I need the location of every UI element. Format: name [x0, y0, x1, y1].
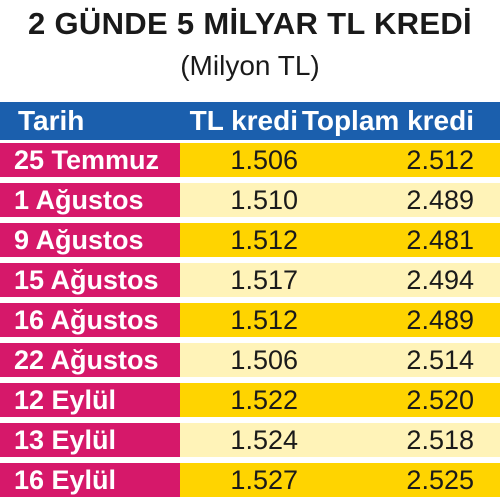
table-row: 16 Eylül 1.527 2.525: [0, 463, 500, 497]
table-row: 15 Ağustos 1.517 2.494: [0, 263, 500, 297]
row-date: 12 Eylül: [0, 383, 180, 417]
row-date: 16 Ağustos: [0, 303, 180, 337]
row-date: 16 Eylül: [0, 463, 180, 497]
table-row: 16 Ağustos 1.512 2.489: [0, 303, 500, 337]
table-row: 9 Ağustos 1.512 2.481: [0, 223, 500, 257]
header-total-credit: Toplam kredi: [301, 105, 474, 136]
table-row: 12 Eylül 1.522 2.520: [0, 383, 500, 417]
table-row: 13 Eylül 1.524 2.518: [0, 423, 500, 457]
row-total-credit: 2.494: [406, 265, 474, 295]
header-tl-credit: TL kredi: [189, 105, 298, 136]
credit-table: Tarih TL kredi Toplam kredi 25 Temmuz 1.…: [0, 102, 500, 503]
row-date: 22 Ağustos: [0, 343, 180, 377]
table-header: Tarih TL kredi Toplam kredi: [0, 102, 500, 140]
row-tl-credit: 1.506: [230, 345, 298, 375]
header-date: Tarih: [18, 105, 85, 136]
chart-title: 2 GÜNDE 5 MİLYAR TL KREDİ: [28, 6, 472, 41]
row-total-credit: 2.481: [406, 225, 474, 255]
row-total-credit: 2.520: [406, 385, 474, 415]
row-tl-credit: 1.517: [230, 265, 298, 295]
row-tl-credit: 1.506: [230, 145, 298, 175]
row-total-credit: 2.512: [406, 145, 474, 175]
row-total-credit: 2.489: [406, 185, 474, 215]
row-total-credit: 2.489: [406, 305, 474, 335]
table-row: 25 Temmuz 1.506 2.512: [0, 143, 500, 177]
row-date: 25 Temmuz: [0, 143, 180, 177]
row-tl-credit: 1.522: [230, 385, 298, 415]
row-tl-credit: 1.512: [230, 305, 298, 335]
chart-subtitle: (Milyon TL): [180, 50, 320, 81]
row-date: 13 Eylül: [0, 423, 180, 457]
row-date: 1 Ağustos: [0, 183, 180, 217]
row-tl-credit: 1.512: [230, 225, 298, 255]
row-tl-credit: 1.510: [230, 185, 298, 215]
row-total-credit: 2.514: [406, 345, 474, 375]
row-total-credit: 2.525: [406, 465, 474, 495]
table-row: 1 Ağustos 1.510 2.489: [0, 183, 500, 217]
row-tl-credit: 1.524: [230, 425, 298, 455]
row-tl-credit: 1.527: [230, 465, 298, 495]
row-date: 15 Ağustos: [0, 263, 180, 297]
row-total-credit: 2.518: [406, 425, 474, 455]
row-date: 9 Ağustos: [0, 223, 180, 257]
table-row: 22 Ağustos 1.506 2.514: [0, 343, 500, 377]
